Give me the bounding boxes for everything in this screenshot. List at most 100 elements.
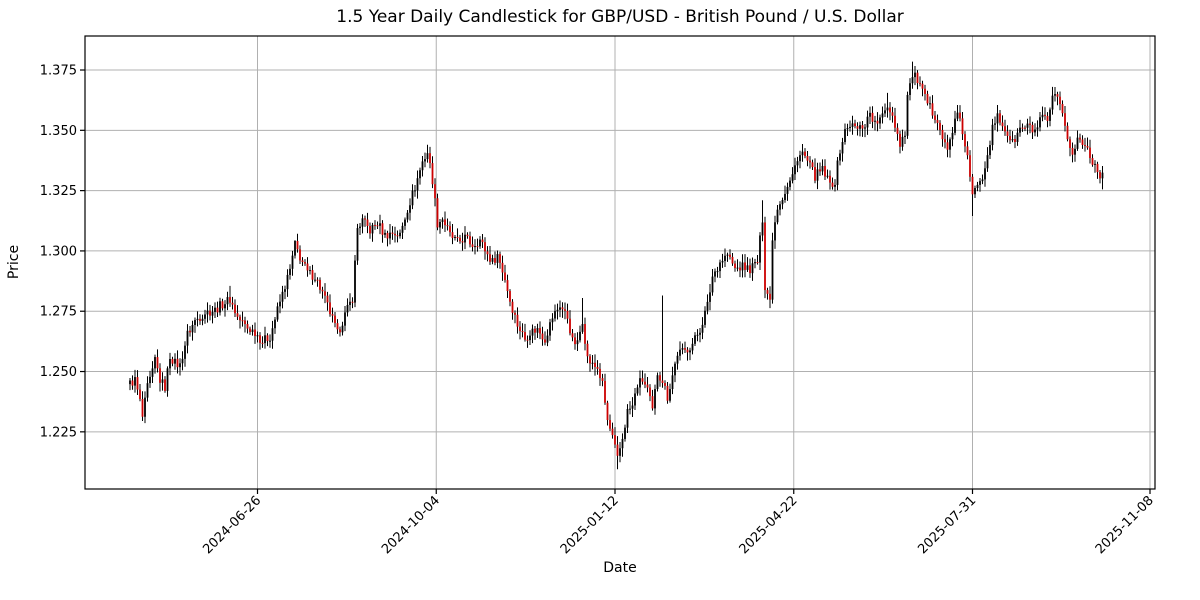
- candle-body: [131, 380, 134, 386]
- candle-body: [669, 389, 671, 401]
- candle-body: [884, 110, 886, 114]
- candle-body: [451, 232, 454, 238]
- candle-body: [529, 335, 531, 341]
- candle-body: [251, 329, 254, 333]
- candle-body: [426, 153, 429, 160]
- candle-body: [224, 304, 226, 309]
- candle-body: [159, 368, 161, 383]
- candle-body: [1054, 94, 1056, 96]
- candle-body: [981, 179, 984, 182]
- candle-body: [939, 122, 941, 130]
- candle-body: [659, 375, 661, 381]
- candle-body: [399, 232, 401, 237]
- candle-body: [654, 389, 656, 409]
- candle-body: [1101, 172, 1104, 179]
- candle-body: [846, 128, 849, 130]
- candle-body: [201, 318, 204, 321]
- candle-body: [576, 340, 579, 345]
- candle-body: [931, 103, 934, 116]
- candle-body: [751, 263, 754, 274]
- candle-body: [881, 113, 884, 118]
- candle-body: [256, 335, 259, 337]
- candle-body: [976, 184, 979, 189]
- y-tick-label: 1.375: [40, 64, 77, 79]
- candle-body: [899, 133, 901, 147]
- candle-body: [969, 155, 971, 177]
- candle-body: [389, 232, 391, 239]
- candle-body: [699, 332, 701, 335]
- candle-body: [734, 263, 736, 269]
- candle-body: [211, 311, 214, 316]
- candle-body: [441, 219, 444, 222]
- candle-body: [559, 307, 561, 310]
- x-axis-label: Date: [603, 560, 637, 576]
- y-tick-labels: 1.225 1.250 1.275 1.300 1.325 1.350 1.375: [40, 64, 77, 441]
- candle-body: [591, 362, 594, 364]
- candle-body: [1036, 127, 1039, 130]
- candle-body: [249, 328, 251, 333]
- y-tick-label: 1.325: [40, 184, 77, 199]
- candle-body: [259, 335, 261, 343]
- candle-body: [664, 383, 666, 386]
- candle-body: [919, 83, 921, 85]
- candle-body: [984, 168, 986, 180]
- candle-body: [376, 225, 379, 227]
- candle-body: [1009, 135, 1011, 141]
- candle-body: [566, 310, 569, 319]
- candle-body: [381, 223, 384, 235]
- candle-body: [136, 377, 139, 390]
- candle-body: [989, 145, 991, 156]
- candle-body: [661, 380, 664, 384]
- candle-body: [504, 272, 506, 281]
- candle-body: [891, 112, 894, 116]
- candle-body: [311, 270, 314, 280]
- candle-body: [349, 301, 351, 305]
- candle-body: [369, 226, 371, 234]
- candle-body: [896, 127, 899, 134]
- x-tick-label: 2025-04-22: [737, 493, 801, 557]
- candle-body: [744, 262, 746, 270]
- candle-body: [184, 345, 186, 359]
- candle-body: [1029, 123, 1031, 125]
- candle-body: [1086, 145, 1089, 148]
- candle-body: [321, 289, 324, 292]
- candle-body: [221, 301, 224, 309]
- candle-body: [536, 328, 539, 333]
- candle-body: [829, 175, 831, 183]
- candle-body: [144, 397, 146, 417]
- candle-body: [641, 378, 644, 382]
- candle-body: [869, 112, 871, 117]
- candle-body: [356, 228, 359, 261]
- candle-body: [824, 165, 826, 177]
- candle-body: [1021, 127, 1024, 129]
- candle-body: [449, 226, 451, 233]
- candle-body: [499, 254, 501, 263]
- candle-body: [639, 378, 641, 388]
- candle-body: [1034, 129, 1036, 133]
- candle-body: [996, 113, 999, 124]
- candle-body: [291, 255, 294, 269]
- y-tick-label: 1.350: [40, 124, 77, 139]
- candle-body: [936, 119, 939, 123]
- candle-body: [539, 328, 541, 334]
- candle-body: [776, 209, 779, 223]
- y-tick-label: 1.275: [40, 305, 77, 320]
- candle-body: [371, 224, 374, 234]
- candle-body: [784, 193, 786, 200]
- candle-body: [406, 212, 409, 220]
- gridlines: [85, 36, 1155, 489]
- candle-body: [799, 155, 801, 162]
- candle-body: [589, 356, 591, 364]
- candle-body: [794, 165, 796, 175]
- candle-body: [146, 383, 149, 398]
- candle-body: [954, 118, 956, 133]
- candle-body: [151, 368, 154, 377]
- candle-body: [684, 348, 686, 350]
- candle-body: [456, 236, 459, 238]
- candle-body: [254, 329, 256, 336]
- candle-body: [581, 324, 584, 332]
- candle-body: [1059, 96, 1061, 105]
- candle-body: [736, 267, 739, 269]
- candle-body: [1056, 94, 1059, 97]
